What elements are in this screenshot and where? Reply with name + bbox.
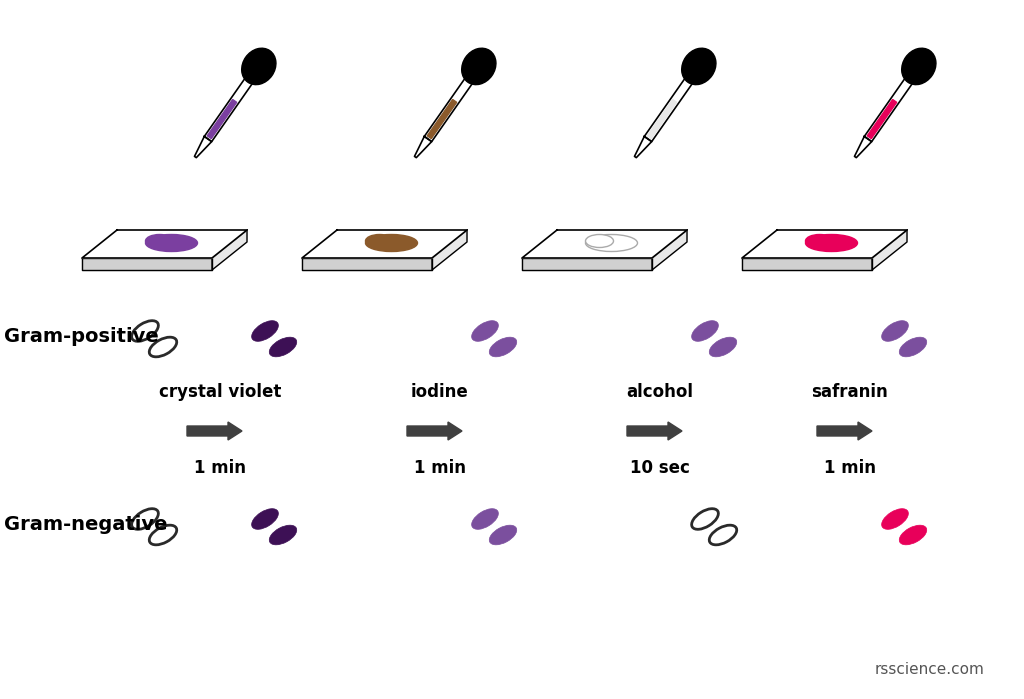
FancyArrow shape bbox=[407, 422, 462, 440]
Ellipse shape bbox=[682, 48, 716, 85]
Text: 1 min: 1 min bbox=[824, 459, 876, 477]
Ellipse shape bbox=[489, 525, 517, 545]
Ellipse shape bbox=[145, 234, 198, 252]
Ellipse shape bbox=[472, 509, 499, 529]
FancyArrow shape bbox=[817, 422, 872, 440]
Polygon shape bbox=[644, 75, 694, 142]
Text: 1 min: 1 min bbox=[414, 459, 466, 477]
Ellipse shape bbox=[366, 234, 393, 247]
Polygon shape bbox=[522, 258, 652, 270]
Ellipse shape bbox=[806, 234, 834, 247]
Ellipse shape bbox=[710, 525, 736, 545]
Ellipse shape bbox=[691, 321, 719, 341]
Polygon shape bbox=[864, 75, 914, 142]
Polygon shape bbox=[742, 258, 872, 270]
Ellipse shape bbox=[902, 48, 936, 85]
Polygon shape bbox=[635, 136, 651, 158]
Polygon shape bbox=[522, 230, 687, 258]
Ellipse shape bbox=[586, 234, 638, 252]
Ellipse shape bbox=[269, 525, 297, 545]
Ellipse shape bbox=[462, 48, 496, 85]
Text: crystal violet: crystal violet bbox=[159, 383, 282, 401]
Polygon shape bbox=[647, 99, 677, 138]
Text: Gram-negative: Gram-negative bbox=[4, 514, 168, 533]
Text: iodine: iodine bbox=[411, 383, 469, 401]
Polygon shape bbox=[212, 230, 247, 270]
Polygon shape bbox=[82, 258, 212, 270]
Ellipse shape bbox=[899, 337, 927, 356]
Polygon shape bbox=[415, 136, 432, 158]
Ellipse shape bbox=[145, 234, 173, 247]
FancyArrow shape bbox=[187, 422, 242, 440]
Ellipse shape bbox=[132, 321, 159, 341]
Ellipse shape bbox=[882, 509, 908, 529]
Polygon shape bbox=[207, 99, 237, 138]
Ellipse shape bbox=[366, 234, 418, 252]
Polygon shape bbox=[867, 99, 897, 138]
Text: safranin: safranin bbox=[812, 383, 889, 401]
Polygon shape bbox=[854, 136, 871, 158]
Text: rsscience.com: rsscience.com bbox=[876, 662, 985, 677]
Ellipse shape bbox=[691, 509, 719, 529]
Polygon shape bbox=[652, 230, 687, 270]
Ellipse shape bbox=[882, 321, 908, 341]
Ellipse shape bbox=[150, 525, 177, 545]
Ellipse shape bbox=[472, 321, 499, 341]
Ellipse shape bbox=[252, 321, 279, 341]
Polygon shape bbox=[302, 230, 467, 258]
Ellipse shape bbox=[150, 337, 177, 356]
Text: 1 min: 1 min bbox=[194, 459, 246, 477]
Polygon shape bbox=[424, 75, 475, 142]
Polygon shape bbox=[427, 99, 457, 138]
Polygon shape bbox=[432, 230, 467, 270]
Polygon shape bbox=[82, 230, 247, 258]
Ellipse shape bbox=[710, 337, 736, 356]
Ellipse shape bbox=[269, 337, 297, 356]
Polygon shape bbox=[742, 230, 907, 258]
Ellipse shape bbox=[586, 234, 613, 247]
Polygon shape bbox=[205, 75, 255, 142]
Polygon shape bbox=[302, 258, 432, 270]
Ellipse shape bbox=[242, 48, 275, 85]
Text: alcohol: alcohol bbox=[627, 383, 693, 401]
Ellipse shape bbox=[132, 509, 159, 529]
Ellipse shape bbox=[899, 525, 927, 545]
Ellipse shape bbox=[806, 234, 857, 252]
Text: Gram-positive: Gram-positive bbox=[4, 326, 159, 345]
Polygon shape bbox=[195, 136, 212, 158]
Ellipse shape bbox=[489, 337, 517, 356]
Ellipse shape bbox=[252, 509, 279, 529]
Text: 10 sec: 10 sec bbox=[630, 459, 690, 477]
FancyArrow shape bbox=[627, 422, 682, 440]
Polygon shape bbox=[872, 230, 907, 270]
